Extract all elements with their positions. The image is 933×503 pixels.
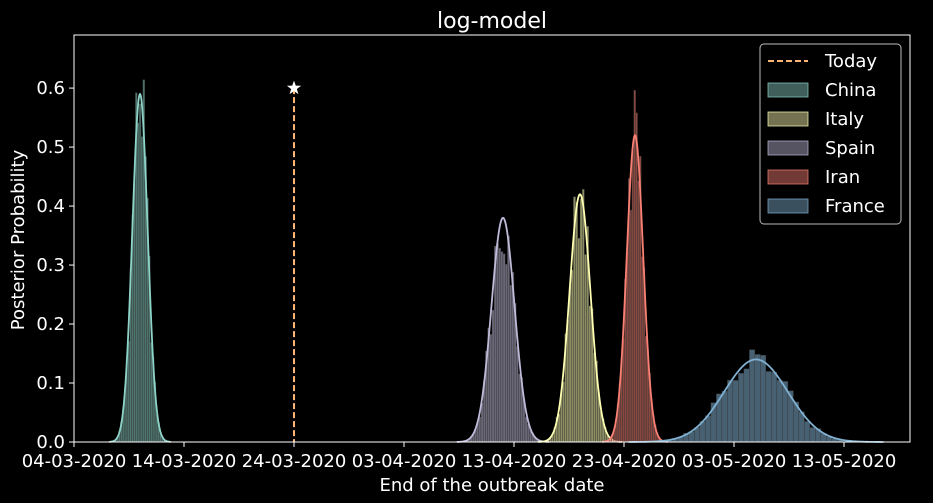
legend: Today China Italy Spain Iran France [759, 43, 902, 225]
histogram-bar-spain [489, 334, 493, 443]
legend-frame [759, 43, 902, 225]
x-axis: 04-03-2020 14-03-2020 24-03-2020 03-04-2020… [22, 442, 897, 472]
histogram-bar-spain [496, 243, 499, 443]
histogram-bar-spain [502, 253, 506, 443]
histogram-bar-italy [571, 269, 574, 443]
x-tick-label: 24-03-2020 [242, 451, 347, 472]
histogram-bar-iran [635, 112, 638, 443]
y-tick-label: 0.2 [36, 314, 65, 335]
histogram-bar-france [809, 427, 816, 443]
histogram-bar-france [804, 421, 811, 443]
histogram-bar-spain [518, 373, 521, 443]
histogram-bar-china [137, 122, 140, 443]
legend-label-today: Today [824, 51, 877, 72]
legend-label-spain: Spain [825, 138, 875, 159]
x-tick-label: 03-04-2020 [352, 451, 457, 472]
histogram-bar-china [133, 183, 136, 443]
histogram-bar-spain [491, 309, 495, 443]
legend-swatch-italy [767, 111, 809, 127]
histogram-bar-china [150, 342, 153, 443]
histogram-bar-china [140, 136, 144, 443]
x-tick-label: 03-05-2020 [682, 451, 787, 472]
histogram-france [628, 349, 884, 443]
y-tick-label: 0.6 [36, 78, 65, 99]
legend-label-france: France [825, 196, 885, 217]
histogram-bar-france [776, 380, 783, 443]
density-line-italy [538, 193, 622, 443]
histogram-bar-italy [584, 254, 587, 443]
density-line-spain [456, 216, 550, 443]
legend-swatch-france [767, 198, 809, 214]
histogram-bar-france [732, 380, 739, 443]
histogram-bar-china [138, 103, 142, 443]
histogram-bar-italy [562, 381, 565, 443]
y-axis-label: Posterior Probability [8, 149, 29, 330]
y-axis: 0.0 0.1 0.2 0.3 0.4 0.5 0.6 [36, 78, 74, 453]
density-line-china [109, 92, 171, 443]
histogram-bar-france [765, 371, 772, 443]
y-tick-label: 0.0 [36, 432, 65, 453]
today-star-marker [286, 80, 302, 95]
histogram-spain [456, 216, 550, 443]
histogram-bar-france [771, 371, 778, 443]
histogram-bar-france [754, 354, 761, 443]
histogram-bar-italy [575, 201, 578, 443]
y-tick-label: 0.5 [36, 137, 65, 158]
histogram-bar-italy [577, 238, 581, 443]
histogram-bar-spain [507, 235, 510, 443]
legend-label-china: China [825, 80, 876, 101]
histogram-bar-france [721, 390, 728, 443]
legend-swatch-china [767, 82, 809, 98]
legend-label-iran: Iran [825, 167, 860, 188]
x-tick-label: 04-03-2020 [22, 451, 127, 472]
x-tick-label: 23-04-2020 [572, 451, 677, 472]
histogram-bar-spain [516, 346, 519, 443]
histogram-bar-spain [498, 247, 502, 443]
legend-label-italy: Italy [825, 109, 864, 130]
histogram-bar-france [760, 355, 767, 443]
histogram-bar-iran [629, 209, 633, 443]
plot-frame [73, 34, 911, 443]
y-tick-label: 0.1 [36, 373, 65, 394]
histogram-bar-italy [568, 286, 572, 443]
histogram-bar-iran [626, 251, 629, 443]
histogram-bar-italy [582, 189, 585, 443]
histogram-bar-spain [478, 416, 482, 443]
histogram-bar-iran [644, 336, 648, 443]
histogram-bar-spain [509, 284, 513, 443]
x-tick-label: 13-05-2020 [792, 451, 897, 472]
histogram-bar-france [743, 368, 750, 443]
histogram-bar-france [738, 372, 745, 443]
histogram-bar-china [127, 341, 130, 443]
histogram-bar-italy [588, 305, 592, 443]
histogram-bar-spain [500, 251, 504, 443]
legend-swatch-iran [767, 169, 809, 185]
histogram-bar-iran [631, 150, 634, 443]
density-line-iran [601, 134, 669, 443]
x-axis-label: End of the outbreak date [379, 475, 604, 496]
density-line-france [628, 358, 884, 443]
histogram-bar-iran [641, 256, 644, 443]
chart-title: log-model [437, 9, 547, 34]
histogram-bar-iran [637, 180, 640, 443]
histogram-bar-italy [593, 352, 596, 443]
legend-swatch-spain [767, 140, 809, 156]
y-tick-label: 0.3 [36, 255, 65, 276]
histogram-bar-iran [622, 338, 625, 443]
x-tick-label: 13-04-2020 [462, 451, 567, 472]
histogram-bar-spain [524, 416, 528, 443]
histogram-bar-italy [579, 198, 583, 443]
histogram-bar-spain [505, 264, 508, 443]
histogram-bar-france [749, 349, 756, 443]
histogram-bar-iran [633, 90, 636, 443]
y-tick-label: 0.4 [36, 196, 65, 217]
histogram-bar-france [705, 415, 712, 443]
histogram-bar-france [727, 379, 734, 443]
x-tick-label: 14-03-2020 [132, 451, 237, 472]
